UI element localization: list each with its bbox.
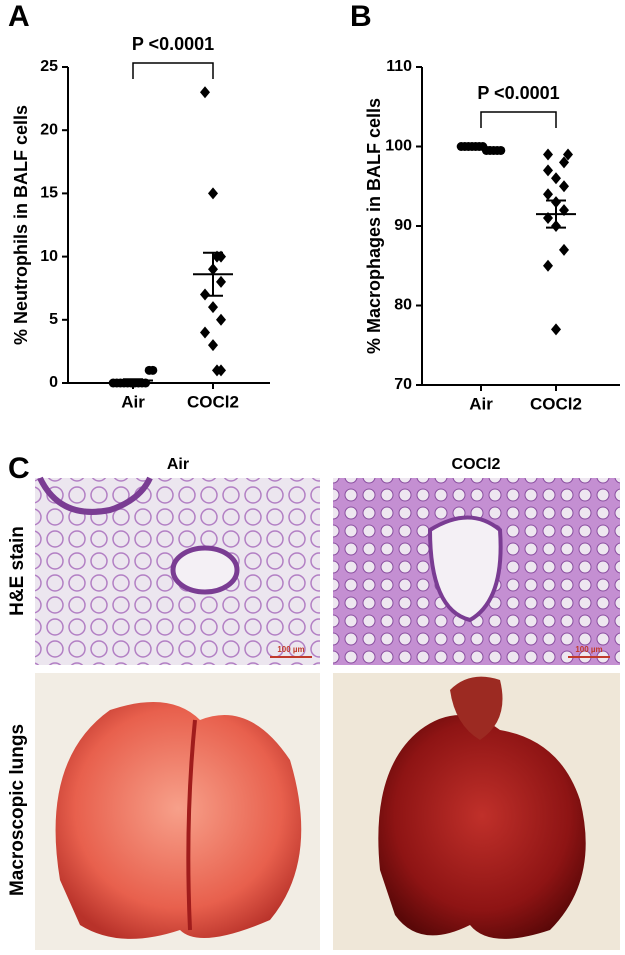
y-axis-label: % Macrophages in BALF cells bbox=[364, 98, 384, 354]
panel-letter: C bbox=[8, 452, 30, 485]
data-point bbox=[200, 288, 210, 301]
y-tick-label: 110 bbox=[386, 58, 412, 75]
row-label: H&E stain bbox=[7, 526, 28, 616]
data-point bbox=[543, 259, 553, 272]
column-label: Air bbox=[167, 456, 189, 473]
data-point bbox=[559, 180, 569, 193]
p-value: P <0.0001 bbox=[477, 83, 559, 103]
y-tick-label: 20 bbox=[40, 121, 58, 138]
y-tick-label: 80 bbox=[394, 297, 412, 314]
y-tick-label: 70 bbox=[394, 376, 412, 393]
data-point bbox=[200, 326, 210, 339]
data-point bbox=[543, 164, 553, 177]
error-bar bbox=[123, 378, 143, 383]
y-axis-label: % Neutrophils in BALF cells bbox=[11, 105, 31, 345]
y-tick-label: 15 bbox=[40, 185, 58, 202]
x-tick-label: COCl2 bbox=[187, 392, 239, 411]
error-bar bbox=[471, 146, 491, 150]
data-point bbox=[208, 301, 218, 314]
scale-bar-label: 100 µm bbox=[575, 645, 602, 654]
y-tick-label: 0 bbox=[49, 374, 58, 391]
x-tick-label: Air bbox=[469, 394, 493, 413]
data-point bbox=[543, 188, 553, 201]
data-point bbox=[551, 323, 561, 336]
data-point bbox=[200, 86, 210, 99]
lung-cocl2-image bbox=[333, 673, 620, 950]
data-point bbox=[208, 187, 218, 200]
p-value: P <0.0001 bbox=[132, 34, 214, 54]
x-tick-label: COCl2 bbox=[530, 394, 582, 413]
data-point bbox=[551, 172, 561, 185]
y-tick-label: 100 bbox=[385, 138, 412, 155]
panel-letter: B bbox=[350, 0, 372, 33]
scale-bar-label: 100 µm bbox=[277, 645, 304, 654]
data-point bbox=[559, 156, 569, 169]
y-tick-label: 5 bbox=[49, 311, 58, 328]
he-cocl2-image bbox=[333, 478, 620, 665]
data-point bbox=[212, 364, 222, 377]
data-point bbox=[563, 148, 573, 161]
data-point bbox=[148, 365, 158, 375]
y-tick-label: 25 bbox=[40, 58, 58, 75]
x-tick-label: Air bbox=[121, 392, 145, 411]
row-label: Macroscopic lungs bbox=[7, 724, 28, 896]
data-point bbox=[216, 275, 226, 288]
lung-air-image bbox=[35, 673, 320, 950]
significance-bracket bbox=[132, 62, 214, 79]
error-bar bbox=[546, 199, 566, 229]
y-tick-label: 90 bbox=[394, 217, 412, 234]
y-tick-label: 10 bbox=[40, 248, 58, 265]
he-air-image bbox=[35, 476, 320, 665]
error-bar bbox=[203, 251, 223, 297]
panel-letter: A bbox=[8, 0, 30, 33]
data-point bbox=[216, 313, 226, 326]
data-point bbox=[559, 243, 569, 256]
significance-bracket bbox=[480, 111, 557, 128]
data-point bbox=[208, 339, 218, 352]
data-point bbox=[543, 148, 553, 161]
column-label: COCl2 bbox=[452, 456, 501, 473]
